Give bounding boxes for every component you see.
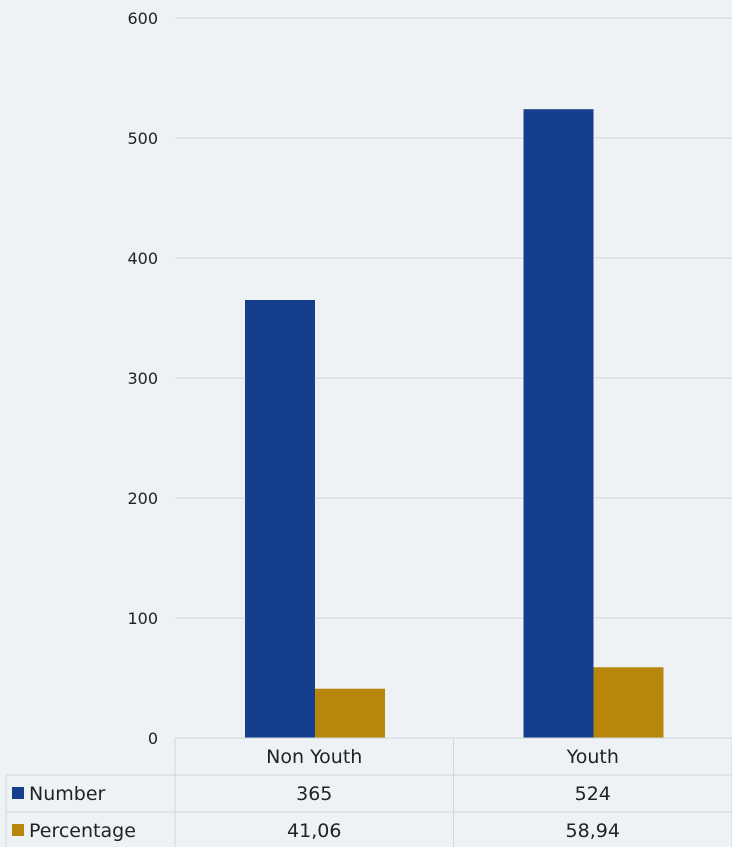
bar-number-1 xyxy=(245,300,315,738)
y-tick-label: 400 xyxy=(127,249,158,268)
y-axis-ticks: 0 100 200 300 400 500 600 xyxy=(127,9,158,748)
y-tick-label: 600 xyxy=(127,9,158,28)
legend-swatch-percentage xyxy=(12,824,24,836)
bars xyxy=(245,109,664,738)
table-value-number: 524 xyxy=(575,783,611,805)
bar-percentage-2 xyxy=(593,667,664,738)
legend-label-percentage: Percentage xyxy=(29,820,136,842)
bar-number-2 xyxy=(523,109,594,738)
y-tick-label: 0 xyxy=(148,729,158,748)
table-value-percentage: 41,06 xyxy=(287,820,341,842)
y-tick-label: 500 xyxy=(127,129,158,148)
x-category-label: Youth xyxy=(566,746,619,768)
legend-swatch-number xyxy=(12,787,24,799)
y-tick-label: 200 xyxy=(127,489,158,508)
table-value-percentage: 58,94 xyxy=(566,820,620,842)
y-tick-label: 300 xyxy=(127,369,158,388)
data-table: Non Youth Youth Number 365 524 Percentage 41,0… xyxy=(5,737,732,847)
x-category-label: Non Youth xyxy=(266,746,362,768)
bar-percentage-1 xyxy=(315,688,385,738)
table-value-number: 365 xyxy=(296,783,332,805)
legend-label-number: Number xyxy=(29,783,106,805)
y-tick-label: 100 xyxy=(127,609,158,628)
